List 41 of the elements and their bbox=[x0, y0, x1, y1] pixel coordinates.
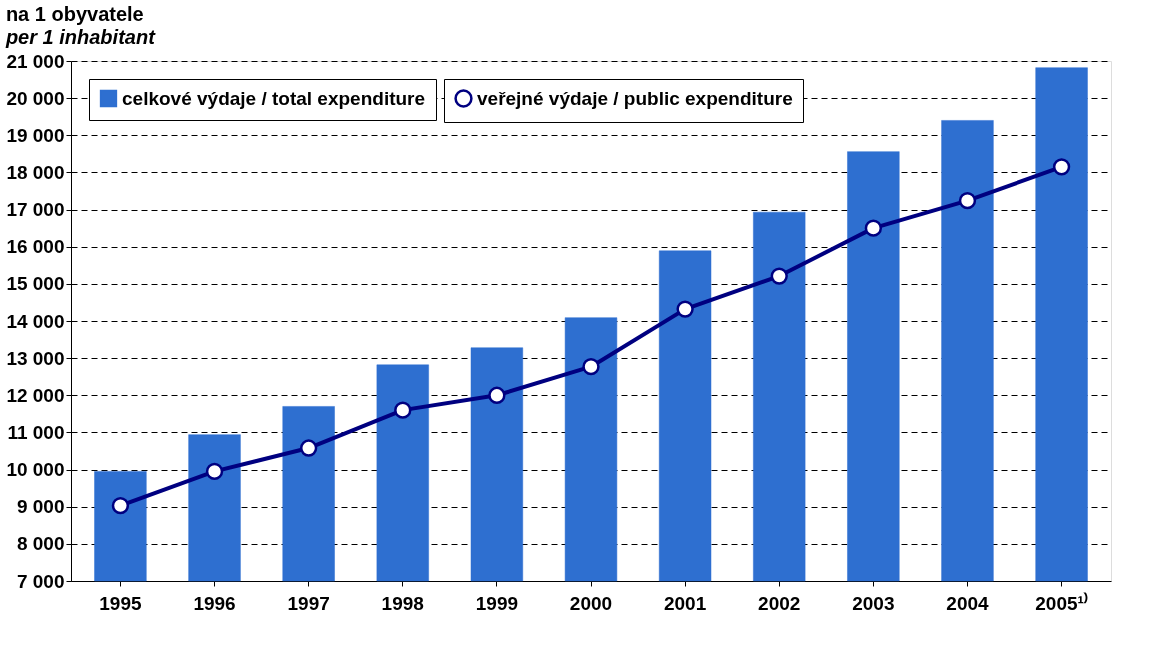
point bbox=[1052, 158, 1071, 176]
point bbox=[488, 386, 506, 404]
y-tick-label: 19 000 bbox=[6, 124, 65, 146]
y-tick-label: 15 000 bbox=[6, 273, 65, 295]
x-tick-label: 1995 bbox=[99, 592, 142, 614]
y-tick-label: 9 000 bbox=[16, 496, 65, 518]
point bbox=[676, 300, 694, 318]
point bbox=[394, 401, 412, 419]
point bbox=[958, 192, 977, 210]
chart-subtitle: per 1 inhabitant bbox=[4, 26, 157, 48]
point bbox=[770, 267, 788, 285]
legend-label: veřejné výdaje / public expenditure bbox=[477, 87, 793, 109]
point bbox=[111, 496, 130, 515]
x-tick-label: 1998 bbox=[381, 592, 424, 614]
x-tick-label: 2003 bbox=[852, 592, 895, 614]
y-tick-label: 17 000 bbox=[6, 199, 65, 221]
point bbox=[582, 358, 600, 376]
y-tick-label: 11 000 bbox=[7, 421, 65, 443]
y-tick-label: 14 000 bbox=[6, 310, 65, 332]
y-tick-label: 20 000 bbox=[6, 87, 65, 109]
y-tick-label: 21 000 bbox=[6, 50, 65, 72]
x-tick-label: 1996 bbox=[193, 592, 236, 614]
y-tick-label: 13 000 bbox=[6, 347, 65, 369]
y-tick-label: 16 000 bbox=[6, 236, 65, 258]
x-tick-label: 2000 bbox=[569, 592, 613, 614]
x-tick-label: 2001 bbox=[663, 592, 707, 614]
x-tick-label: 1999 bbox=[475, 592, 519, 614]
legend-label: celkové výdaje / total expenditure bbox=[122, 87, 426, 109]
x-tick-label: 1997 bbox=[287, 592, 330, 614]
chart-title: na 1 obyvatele bbox=[5, 3, 144, 25]
y-tick-label: 12 000 bbox=[6, 384, 65, 406]
point bbox=[299, 439, 318, 457]
y-tick-label: 10 000 bbox=[6, 459, 65, 481]
y-tick-label: 7 000 bbox=[16, 570, 65, 592]
y-tick-label: 8 000 bbox=[16, 533, 65, 555]
x-tick-label: 2002 bbox=[758, 592, 801, 614]
point bbox=[864, 219, 883, 237]
point bbox=[205, 462, 224, 481]
x-tick-label: 2005¹⁾ bbox=[1035, 591, 1088, 614]
y-tick-label: 18 000 bbox=[6, 161, 65, 183]
x-tick-label: 2004 bbox=[946, 592, 990, 614]
